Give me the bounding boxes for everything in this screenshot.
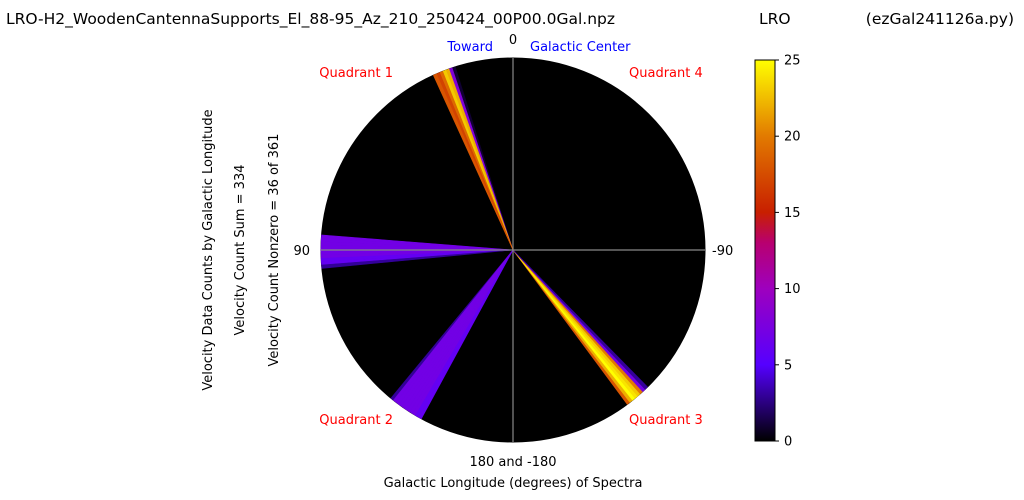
quadrant-4-label: Quadrant 4 — [629, 66, 703, 81]
y-label-line-2: Velocity Count Sum = 334 — [233, 165, 248, 336]
x-axis-label: Galactic Longitude (degrees) of Spectra — [384, 476, 643, 491]
quadrant-1-label: Quadrant 1 — [319, 66, 393, 81]
colorbar-tick-label-1: 5 — [784, 358, 792, 373]
wedge-35 — [512, 249, 648, 390]
y-label-line-1: Velocity Data Counts by Galactic Longitu… — [201, 109, 216, 390]
toward-label: Toward — [446, 40, 493, 55]
script-label: (ezGal241126a.py) — [866, 10, 1014, 28]
colorbar-tick-label-4: 20 — [784, 130, 801, 145]
quadrant-2-label: Quadrant 2 — [319, 413, 393, 428]
wedge-6 — [432, 73, 514, 251]
colorbar-tick-label-5: 25 — [784, 54, 801, 69]
colorbar-tick-label-2: 10 — [784, 282, 801, 297]
chart-title: LRO-H2_WoodenCantennaSupports_El_88-95_A… — [6, 10, 615, 29]
colorbar: 0 5 10 15 20 25 — [754, 54, 801, 450]
angle-label-left: 90 — [293, 244, 310, 259]
wedge-27 — [418, 249, 514, 420]
angle-label-bottom: 180 and -180 — [469, 455, 556, 470]
polar-plot — [320, 57, 706, 443]
quadrant-3-label: Quadrant 3 — [629, 413, 703, 428]
galactic-center-label: Galactic Center — [530, 40, 631, 55]
observatory-label: LRO — [759, 10, 791, 28]
colorbar-tick-label-0: 0 — [784, 435, 792, 450]
colorbar-gradient — [754, 59, 776, 442]
colorbar-ticks: 0 5 10 15 20 25 — [775, 54, 801, 450]
angle-label-top: 0 — [509, 33, 517, 48]
wedge-16 — [321, 249, 514, 269]
colorbar-tick-label-3: 15 — [784, 206, 801, 221]
y-label-line-3: Velocity Count Nonzero = 36 of 361 — [267, 134, 282, 367]
wedge-layer — [320, 66, 648, 420]
angle-label-right: -90 — [712, 244, 733, 259]
